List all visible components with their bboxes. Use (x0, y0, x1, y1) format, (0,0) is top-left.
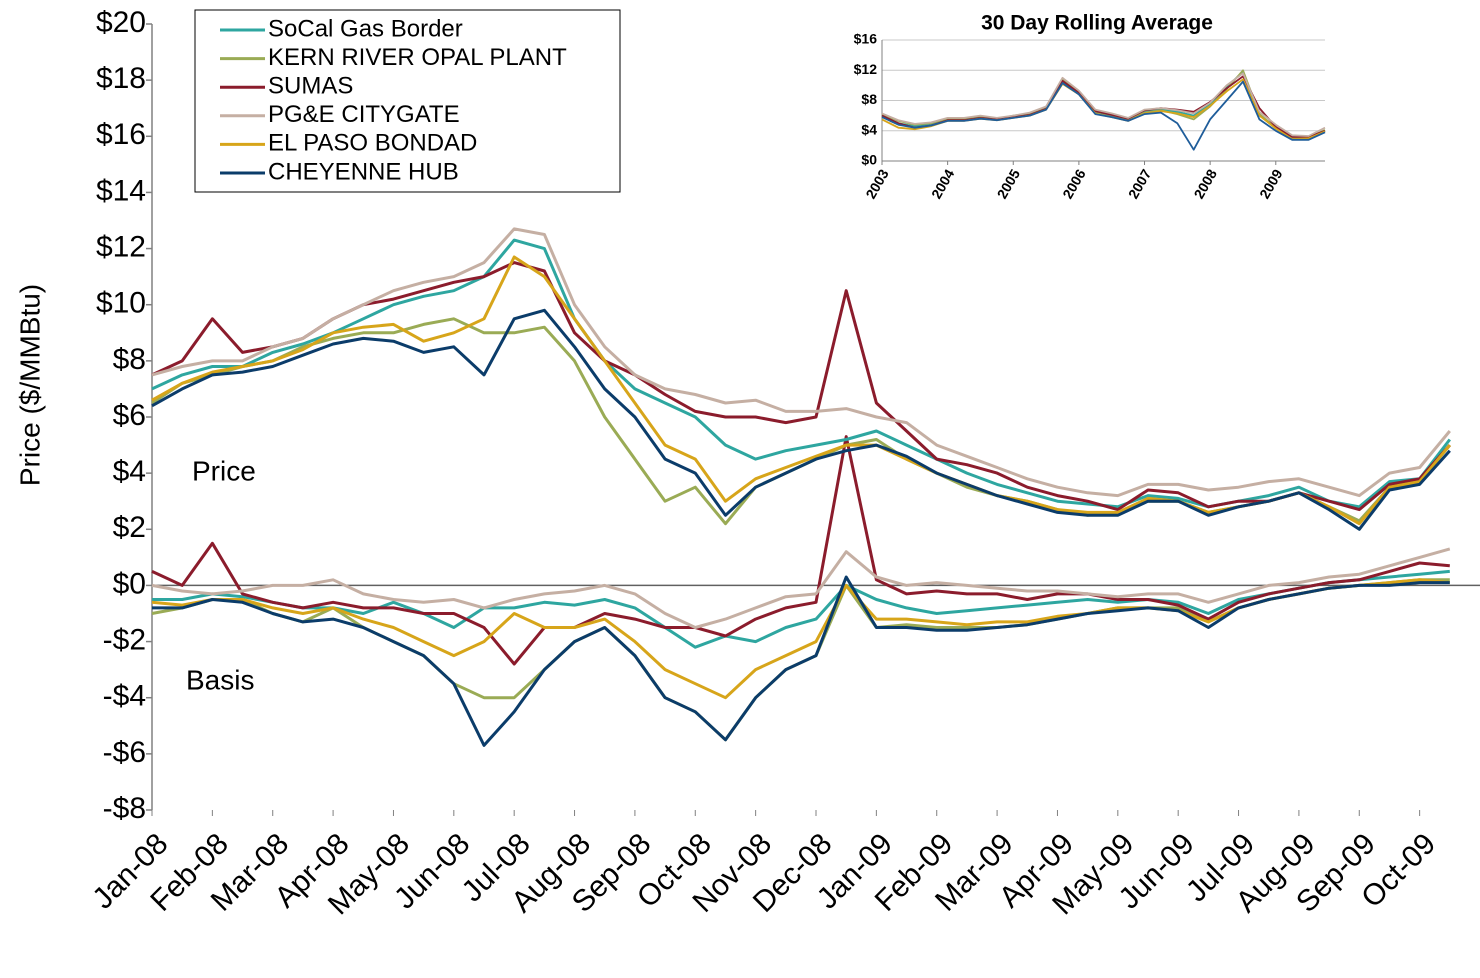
annotation: Price (192, 455, 256, 486)
y-tick-label: -$2 (103, 623, 146, 656)
y-tick-label: $10 (96, 287, 146, 320)
inset-title: 30 Day Rolling Average (981, 12, 1213, 35)
y-tick-label: $2 (113, 511, 146, 544)
price-line (151, 227, 1451, 498)
y-tick-label: $20 (96, 6, 146, 39)
y-tick-label: $12 (96, 230, 146, 263)
legend-label: SUMAS (268, 73, 353, 100)
inset-line (881, 80, 1326, 151)
y-tick-label: $0 (861, 152, 877, 168)
y-tick-label: $18 (96, 62, 146, 95)
basis-line (152, 569, 1450, 649)
y-tick-label: $8 (861, 91, 877, 107)
y-axis-label: Price ($/MMBtu) (14, 284, 45, 486)
y-tick-label: $6 (113, 399, 146, 432)
y-tick-label: $8 (113, 343, 146, 376)
price-line (151, 308, 1451, 531)
y-tick-label: $14 (96, 174, 146, 207)
y-tick-label: $16 (854, 31, 878, 47)
inset-line (881, 72, 1326, 137)
legend-label: CHEYENNE HUB (268, 158, 459, 185)
y-tick-label: -$6 (103, 736, 146, 769)
y-tick-label: -$4 (103, 680, 146, 713)
legend-box (194, 9, 621, 193)
legend-label: EL PASO BONDAD (268, 130, 477, 157)
y-tick-label: -$8 (103, 792, 146, 825)
annotation: Basis (186, 664, 254, 695)
legend-label: SoCal Gas Border (268, 15, 463, 42)
y-tick-label: $4 (861, 121, 877, 137)
y-tick-label: $16 (96, 118, 146, 151)
legend-label: PG&E CITYGATE (268, 101, 460, 128)
y-tick-label: $0 (113, 567, 146, 600)
basis-line (152, 575, 1450, 747)
legend-label: KERN RIVER OPAL PLANT (268, 44, 567, 71)
basis-line (151, 435, 1450, 666)
y-tick-label: $4 (113, 455, 146, 488)
basis-line (151, 547, 1451, 629)
y-tick-label: $12 (854, 61, 878, 77)
